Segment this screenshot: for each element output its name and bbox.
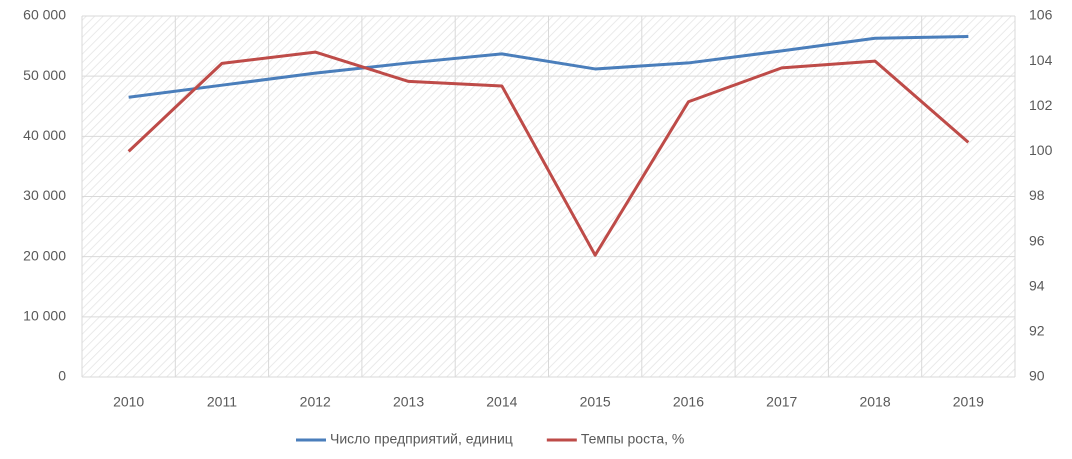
y-tick-label: 10 000 [23,308,66,324]
x-tick-label: 2019 [953,394,984,410]
y2-tick-label: 90 [1029,368,1045,384]
y2-tick-label: 106 [1029,7,1053,23]
legend-label: Темпы роста, % [581,431,685,447]
y2-tick-label: 98 [1029,187,1045,203]
x-tick-label: 2016 [673,394,704,410]
y-tick-label: 60 000 [23,7,66,23]
legend-label: Число предприятий, единиц [330,431,513,447]
y2-tick-label: 92 [1029,323,1045,339]
series-line [128,34,969,99]
x-tick-label: 2014 [486,394,517,410]
series-line [127,50,970,257]
y-tick-label: 0 [58,368,66,384]
x-tick-label: 2012 [300,394,331,410]
y-tick-label: 20 000 [23,247,66,263]
x-tick-label: 2015 [580,394,611,410]
y2-tick-label: 102 [1029,97,1053,113]
y-tick-label: 30 000 [23,187,66,203]
x-tick-label: 2017 [766,394,797,410]
x-tick-label: 2011 [207,394,237,410]
y2-tick-label: 96 [1029,232,1045,248]
x-tick-label: 2018 [859,394,890,410]
y2-tick-label: 100 [1029,142,1053,158]
x-tick-label: 2010 [113,394,144,410]
y2-tick-label: 94 [1029,277,1045,293]
y-tick-label: 40 000 [23,127,66,143]
y2-tick-label: 104 [1029,52,1053,68]
x-tick-label: 2013 [393,394,424,410]
y-tick-label: 50 000 [23,67,66,83]
